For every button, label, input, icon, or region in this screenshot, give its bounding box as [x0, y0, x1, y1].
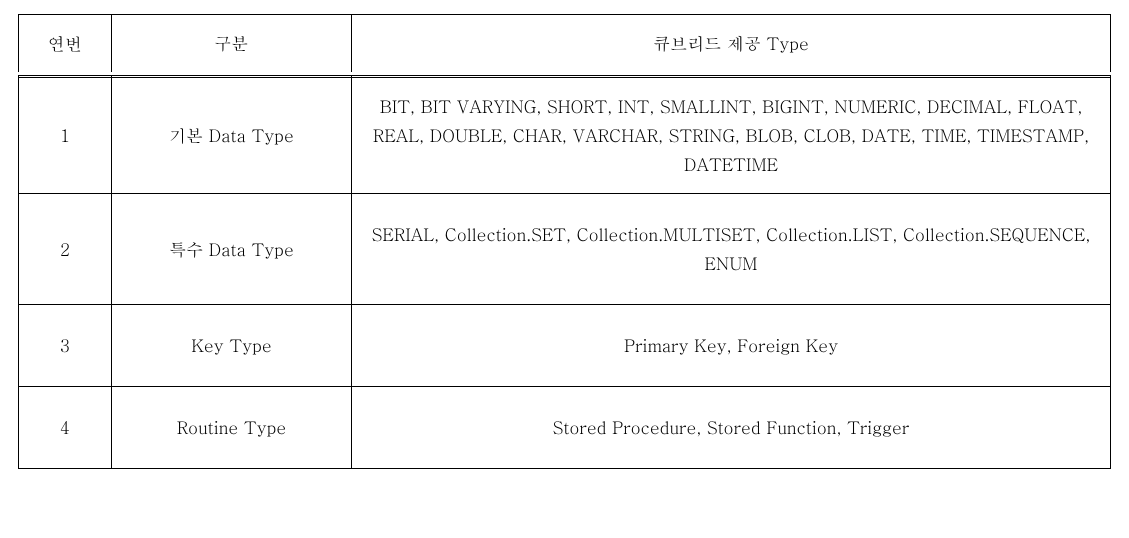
table-row: 3 Key Type Primary Key, Foreign Key	[19, 304, 1111, 386]
table-row: 1 기본 Data Type BIT, BIT VARYING, SHORT, …	[19, 78, 1111, 194]
header-num: 연번	[19, 15, 112, 72]
cell-category: 특수 Data Type	[111, 194, 351, 305]
header-types: 큐브리드 제공 Type	[352, 15, 1111, 72]
cell-num: 1	[19, 78, 112, 194]
table-header-row: 연번 구분 큐브리드 제공 Type	[19, 15, 1111, 72]
cell-types: Primary Key, Foreign Key	[352, 304, 1111, 386]
cell-num: 4	[19, 386, 112, 468]
cell-category: Routine Type	[111, 386, 351, 468]
table-row: 2 특수 Data Type SERIAL, Collection.SET, C…	[19, 194, 1111, 305]
cell-num: 2	[19, 194, 112, 305]
cubrid-type-table-container: 연번 구분 큐브리드 제공 Type 1 기본 Data Type BIT, B…	[18, 14, 1111, 469]
cell-category: Key Type	[111, 304, 351, 386]
cell-types: BIT, BIT VARYING, SHORT, INT, SMALLINT, …	[352, 78, 1111, 194]
table-row: 4 Routine Type Stored Procedure, Stored …	[19, 386, 1111, 468]
cell-types: SERIAL, Collection.SET, Collection.MULTI…	[352, 194, 1111, 305]
cell-types: Stored Procedure, Stored Function, Trigg…	[352, 386, 1111, 468]
cell-num: 3	[19, 304, 112, 386]
cell-category: 기본 Data Type	[111, 78, 351, 194]
header-category: 구분	[111, 15, 351, 72]
cubrid-type-table: 연번 구분 큐브리드 제공 Type 1 기본 Data Type BIT, B…	[18, 14, 1111, 469]
